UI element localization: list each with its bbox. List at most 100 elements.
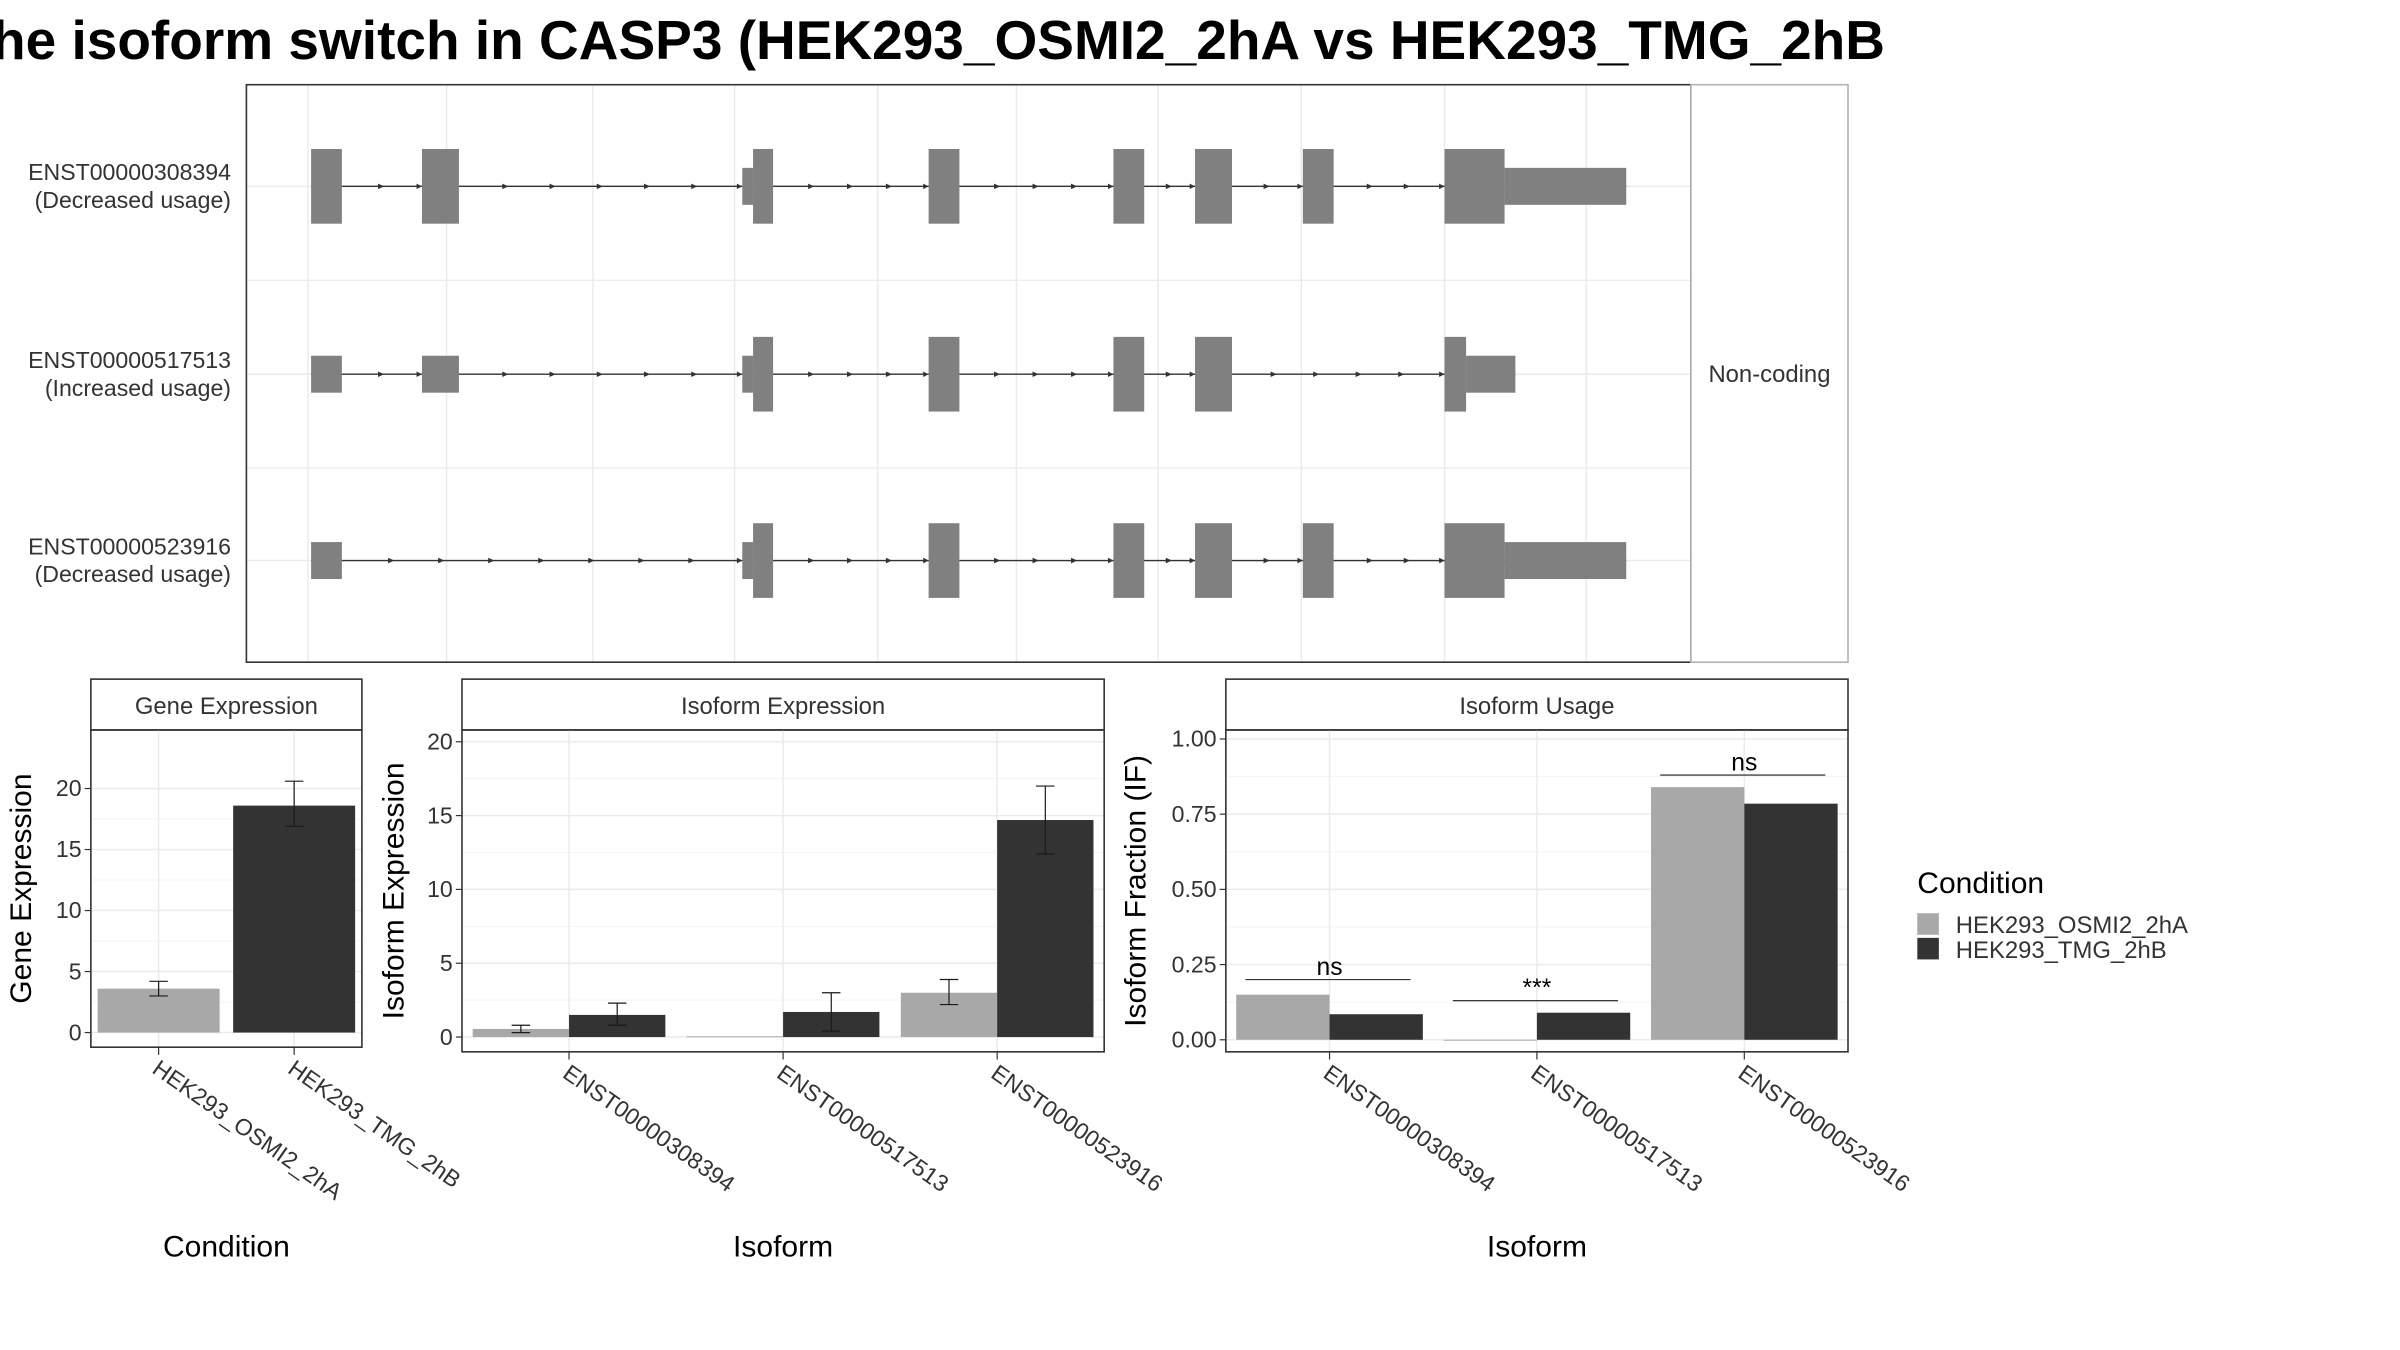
strand-arrow bbox=[808, 557, 815, 564]
facet-title: Isoform Usage bbox=[1459, 693, 1614, 720]
strand-arrow bbox=[643, 371, 651, 377]
exon-block bbox=[1113, 523, 1145, 598]
strand-arrow bbox=[1189, 371, 1196, 377]
strand-arrow bbox=[1189, 183, 1196, 190]
exon-block bbox=[1195, 336, 1232, 412]
strand-arrow bbox=[1071, 371, 1078, 377]
strand-arrow bbox=[691, 183, 698, 190]
strand-arrow bbox=[1366, 557, 1373, 564]
bar bbox=[1236, 994, 1330, 1040]
x-tick-label: ENST00000308394 bbox=[1319, 1059, 1500, 1197]
strand-arrow bbox=[1398, 371, 1405, 377]
strand-arrow bbox=[885, 557, 893, 564]
strand-arrow bbox=[736, 183, 743, 190]
strand-arrow bbox=[1403, 557, 1410, 564]
exon-block bbox=[1113, 336, 1145, 412]
y-tick-label: 0 bbox=[69, 1019, 82, 1045]
bar bbox=[686, 1036, 784, 1038]
strand-arrow bbox=[538, 557, 545, 564]
y-axis-title: Isoform Expression bbox=[377, 762, 410, 1019]
x-tick-label: ENST00000517513 bbox=[1526, 1059, 1707, 1197]
y-tick-label: 20 bbox=[427, 728, 453, 754]
y-tick-label: 15 bbox=[56, 836, 82, 862]
strand-arrow bbox=[588, 557, 595, 564]
y-tick-label: 20 bbox=[56, 775, 82, 801]
facet-strip-label: Non-coding bbox=[1708, 361, 1830, 388]
exon-block bbox=[1504, 542, 1627, 580]
legend-label: HEK293_OSMI2_2hA bbox=[1956, 912, 2188, 939]
strand-arrow bbox=[416, 371, 422, 377]
strand-arrow bbox=[736, 371, 743, 377]
panel-border bbox=[90, 729, 363, 1049]
bar bbox=[233, 805, 356, 1033]
legend-title: Condition bbox=[1917, 867, 2044, 900]
y-tick-label: 0.50 bbox=[1172, 876, 1217, 902]
strand-arrow bbox=[688, 557, 695, 564]
exon-block bbox=[742, 542, 754, 580]
exon-block bbox=[1444, 336, 1467, 412]
exon-block bbox=[1444, 148, 1505, 224]
exon-block bbox=[1466, 355, 1516, 393]
strand-arrow bbox=[1108, 183, 1114, 190]
isoform-usage-label: (Decreased usage) bbox=[35, 561, 231, 587]
exon-block bbox=[753, 523, 774, 598]
x-tick-label: ENST00000308394 bbox=[558, 1059, 739, 1197]
strand-arrow bbox=[1032, 183, 1039, 190]
main-title: he isoform switch in CASP3 (HEK293_OSMI2… bbox=[0, 9, 1885, 71]
isoform-usage-label: (Decreased usage) bbox=[35, 187, 231, 213]
exon-block bbox=[753, 336, 774, 412]
x-tick-label: ENST00000523916 bbox=[987, 1059, 1168, 1197]
x-tick-label: ENST00000523916 bbox=[1734, 1059, 1915, 1197]
exon-block bbox=[1302, 148, 1334, 224]
strand-arrow bbox=[994, 183, 1001, 190]
strand-arrow bbox=[1165, 371, 1172, 377]
y-tick-label: 5 bbox=[440, 950, 453, 976]
strand-arrow bbox=[1366, 183, 1373, 190]
strand-arrow bbox=[847, 557, 854, 564]
strand-arrow bbox=[885, 183, 893, 190]
strand-arrow bbox=[438, 557, 445, 564]
x-axis-title: Isoform bbox=[733, 1231, 833, 1264]
y-axis-title: Gene Expression bbox=[5, 773, 38, 1003]
bar bbox=[1329, 1014, 1423, 1040]
facet-title: Isoform Expression bbox=[681, 693, 885, 720]
strand-arrow bbox=[1263, 557, 1270, 564]
significance-label: ns bbox=[1317, 954, 1343, 981]
strand-arrow bbox=[1403, 183, 1410, 190]
strand-arrow bbox=[1189, 557, 1196, 564]
x-tick-label: ENST00000517513 bbox=[773, 1059, 954, 1197]
exon-block bbox=[1113, 148, 1145, 224]
strand-arrow bbox=[1355, 371, 1362, 377]
strand-arrow bbox=[994, 371, 1001, 377]
y-tick-label: 10 bbox=[56, 897, 82, 923]
strand-arrow bbox=[847, 183, 854, 190]
facet-strip bbox=[1225, 678, 1849, 731]
legend-swatch bbox=[1917, 937, 1939, 960]
strand-arrow bbox=[1439, 557, 1445, 564]
exon-block bbox=[311, 355, 342, 393]
strand-arrow bbox=[1313, 371, 1320, 377]
exon-block bbox=[1444, 523, 1505, 598]
strand-arrow bbox=[638, 557, 645, 564]
legend-swatch bbox=[1917, 913, 1939, 935]
strand-arrow bbox=[847, 371, 854, 377]
exon-block bbox=[753, 148, 774, 224]
y-tick-label: 15 bbox=[427, 802, 453, 828]
strand-arrow bbox=[1032, 557, 1039, 564]
bar bbox=[1536, 1012, 1631, 1040]
bar bbox=[1744, 803, 1838, 1040]
strand-arrow bbox=[885, 371, 893, 377]
significance-label: *** bbox=[1523, 975, 1552, 1002]
strand-arrow bbox=[808, 183, 815, 190]
strand-arrow bbox=[378, 183, 385, 190]
facet-strip bbox=[90, 678, 363, 731]
strand-arrow bbox=[1270, 371, 1277, 377]
exon-block bbox=[1195, 523, 1232, 598]
y-tick-label: 0.00 bbox=[1172, 1026, 1217, 1052]
strand-arrow bbox=[1071, 557, 1078, 564]
facet-strip bbox=[1690, 83, 1849, 663]
exon-block bbox=[928, 148, 960, 224]
strand-arrow bbox=[378, 371, 385, 377]
y-tick-label: 5 bbox=[69, 958, 82, 984]
bar bbox=[569, 1014, 666, 1038]
